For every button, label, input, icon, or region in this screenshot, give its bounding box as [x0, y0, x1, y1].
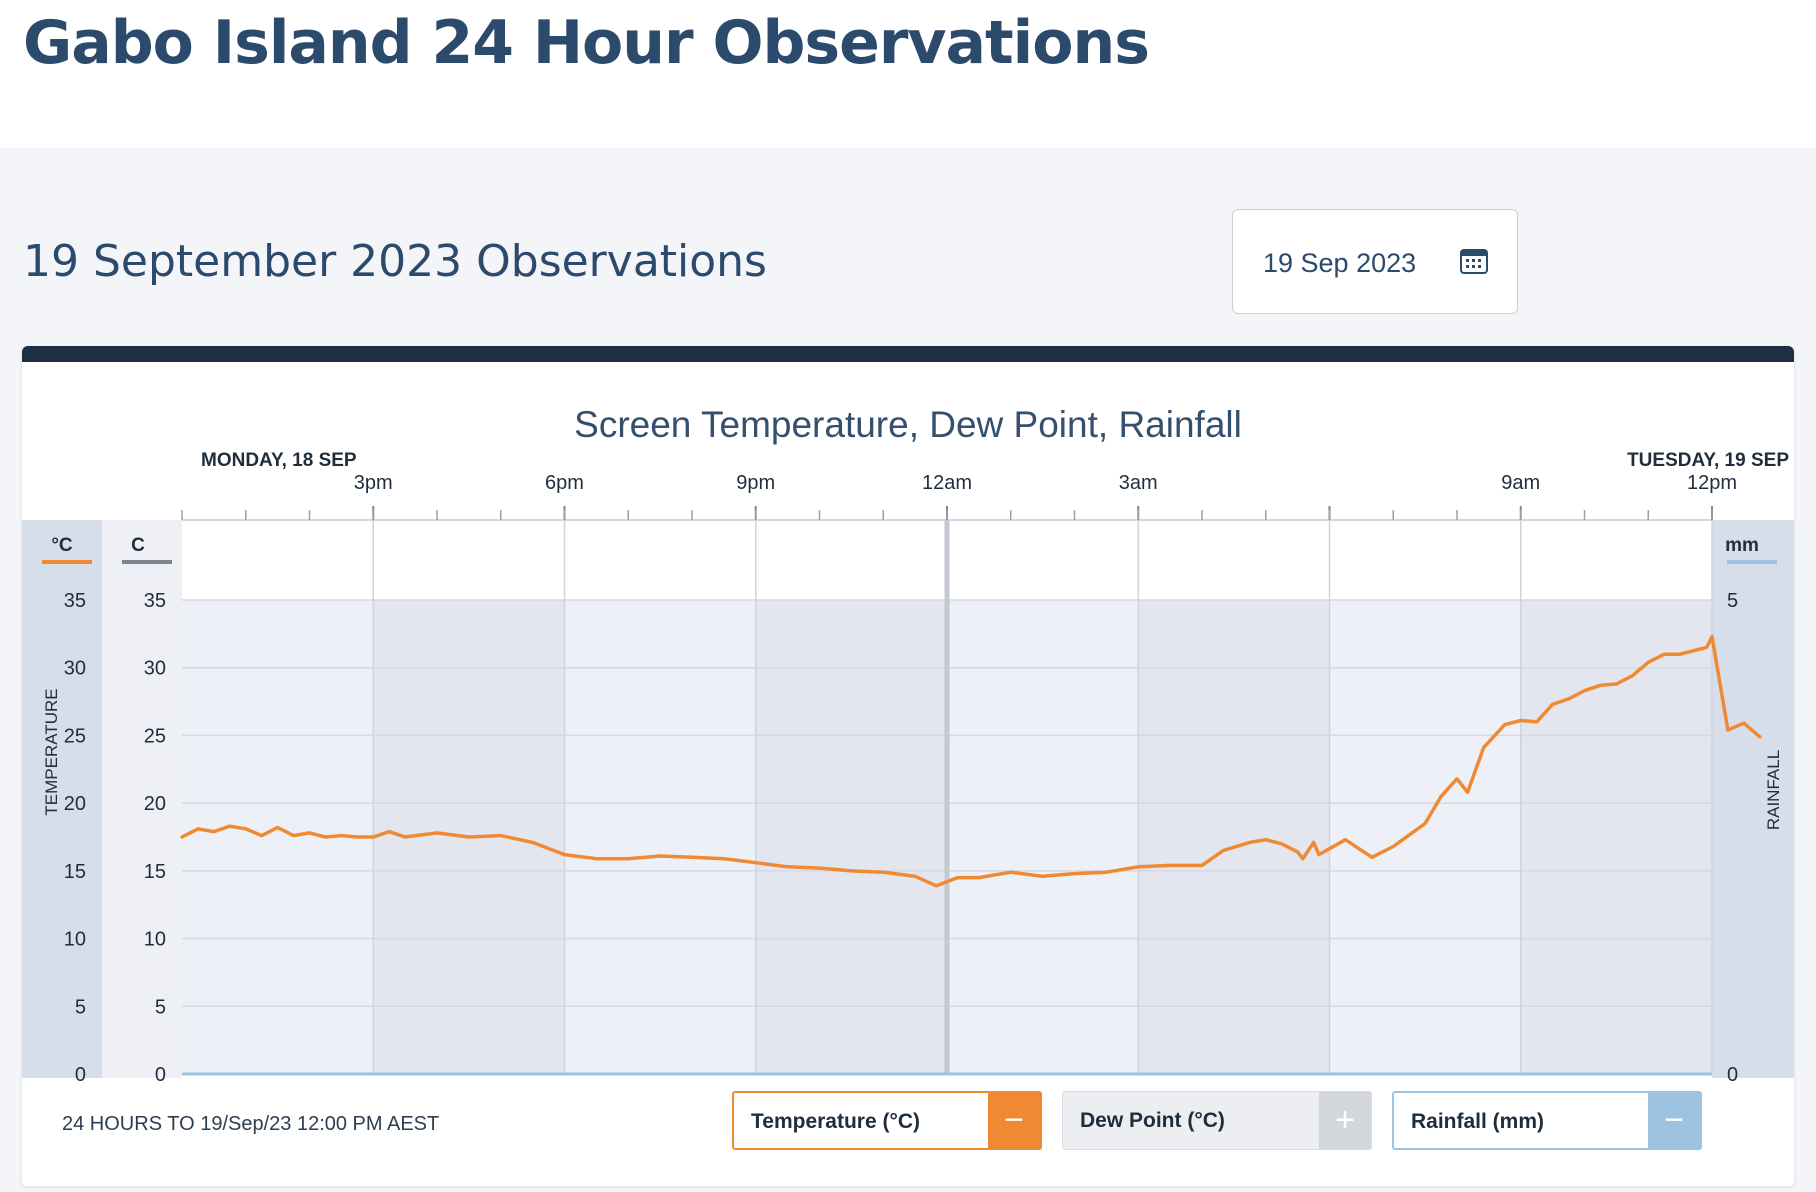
date-picker[interactable]: 19 Sep 2023	[1232, 209, 1518, 314]
y2-tick-label: 15	[144, 861, 166, 883]
y-axis-unit: °C	[51, 535, 73, 556]
y2-tick-label: 10	[144, 929, 166, 951]
observations-heading: 19 September 2023 Observations	[23, 236, 767, 287]
minus-icon: −	[988, 1093, 1040, 1148]
x-tick-label: 9pm	[736, 472, 775, 494]
y-axis-rainfall-panel	[1712, 520, 1794, 1078]
x-tick-label: 9am	[1501, 472, 1540, 494]
legend-dew-point-toggle[interactable]: Dew Point (°C) +	[1062, 1091, 1372, 1150]
y2-tick-label: 0	[155, 1064, 166, 1086]
y2-axis-swatch	[122, 560, 172, 564]
legend-temperature-label: Temperature (°C)	[751, 1110, 921, 1133]
day-label: TUESDAY, 19 SEP	[1627, 450, 1789, 471]
x-tick-label: 3am	[1119, 472, 1158, 494]
period-footnote: 24 HOURS TO 19/Sep/23 12:00 PM AEST	[62, 1113, 440, 1135]
y-tick-label: 0	[75, 1064, 86, 1086]
y-tick-label: 5	[75, 996, 86, 1018]
y-tick-label: 10	[64, 929, 86, 951]
page-title: Gabo Island 24 Hour Observations	[23, 8, 1150, 78]
day-label: MONDAY, 18 SEP	[201, 450, 357, 471]
x-tick-label: 6pm	[545, 472, 584, 494]
y2-tick-label: 35	[144, 590, 166, 612]
y-tick-label: 20	[64, 793, 86, 815]
legend-temperature-toggle[interactable]: Temperature (°C) −	[732, 1091, 1042, 1150]
y2-tick-label: 5	[155, 996, 166, 1018]
shade-band	[1520, 600, 1712, 1074]
y-axis-swatch	[42, 560, 92, 564]
y-tick-label: 25	[64, 725, 86, 747]
legend-dew-point-label: Dew Point (°C)	[1080, 1109, 1225, 1132]
chart-title: Screen Temperature, Dew Point, Rainfall	[574, 404, 1242, 445]
y-right-axis-swatch	[1727, 560, 1777, 564]
y2-axis-unit: C	[131, 535, 145, 556]
y-axis-dewpoint-panel	[102, 520, 182, 1078]
shade-band	[755, 600, 947, 1074]
shade-band	[1138, 600, 1330, 1074]
calendar-icon[interactable]	[1459, 246, 1489, 276]
y-right-tick-label: 5	[1727, 590, 1738, 612]
x-tick-label: 3pm	[354, 472, 393, 494]
temperature-series-line	[180, 634, 1762, 888]
y-right-axis-title: RAINFALL	[1764, 750, 1783, 830]
y-tick-label: 35	[64, 590, 86, 612]
plus-icon: +	[1319, 1092, 1371, 1149]
y2-tick-label: 20	[144, 793, 166, 815]
y-right-axis-unit: mm	[1725, 535, 1759, 556]
date-picker-value: 19 Sep 2023	[1263, 248, 1417, 278]
legend-rainfall-toggle[interactable]: Rainfall (mm) −	[1392, 1091, 1702, 1150]
y-axis-title: TEMPERATURE	[42, 688, 61, 815]
y-axis-temperature-panel	[22, 520, 102, 1078]
minus-icon: −	[1648, 1093, 1700, 1148]
y-tick-label: 30	[64, 658, 86, 680]
y2-tick-label: 25	[144, 725, 166, 747]
legend-rainfall-label: Rainfall (mm)	[1411, 1110, 1545, 1133]
x-tick-label: 12am	[922, 472, 972, 494]
y-right-tick-label: 0	[1727, 1064, 1738, 1086]
x-tick-label: 12pm	[1687, 472, 1737, 494]
y2-tick-label: 30	[144, 658, 166, 680]
y-tick-label: 15	[64, 861, 86, 883]
